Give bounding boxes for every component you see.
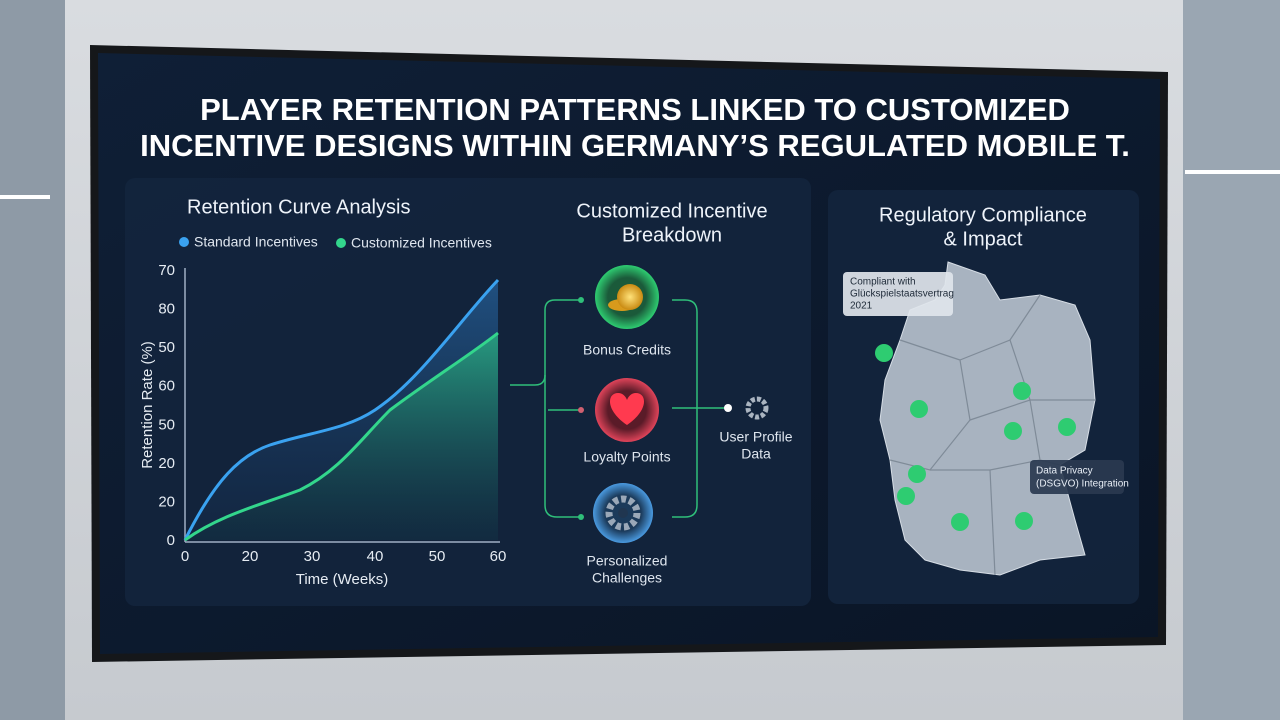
legend-label: Standard Incentives	[194, 234, 318, 250]
legend-swatch	[336, 238, 346, 248]
customized-curve	[184, 331, 499, 542]
target-label: Data	[741, 446, 771, 462]
window-right	[1183, 0, 1280, 720]
x-ticks: 0 20 30 40 50 60	[181, 548, 507, 565]
ceiling-light	[1185, 170, 1280, 174]
y-tick-label: 50	[158, 339, 175, 356]
panel-title: & Impact	[944, 228, 1023, 250]
gear	[605, 495, 641, 531]
callout-text: 2021	[850, 301, 873, 312]
item-label: Personalized	[587, 553, 668, 569]
panel-title: Regulatory Compliance	[879, 204, 1087, 226]
callout-text: Glückspielstaatsvertrag	[850, 289, 954, 300]
y-tick-label: 20	[158, 493, 175, 510]
y-tick-label: 70	[158, 262, 175, 279]
x-tick-label: 60	[490, 548, 507, 565]
panel-title: Breakdown	[622, 224, 722, 246]
node-dot	[724, 404, 732, 412]
x-tick-label: 20	[242, 548, 259, 565]
y-tick-label: 50	[158, 416, 175, 433]
y-ticks: 70 80 50 60 50 20 20 0	[158, 262, 175, 549]
y-tick-label: 0	[167, 532, 175, 549]
gear-hub	[618, 508, 628, 518]
legend-label: Customized Incentives	[351, 235, 492, 251]
panel-title: Customized Incentive	[576, 200, 767, 222]
x-tick-label: 30	[304, 548, 321, 565]
y-tick-label: 60	[158, 378, 175, 395]
coin	[617, 284, 643, 310]
x-tick-label: 40	[367, 548, 384, 565]
item-label: Bonus Credits	[583, 342, 671, 358]
y-tick-label: 20	[158, 455, 175, 472]
callout-text: (DSGVO) Integration	[1036, 479, 1129, 490]
check-marks	[875, 344, 1076, 531]
ceiling-light	[0, 195, 50, 199]
connectors	[510, 299, 726, 518]
node-dot	[578, 514, 584, 520]
item-label: Challenges	[592, 570, 662, 586]
x-tick-label: 0	[181, 548, 189, 565]
legend-swatch	[179, 237, 189, 247]
window-left	[0, 0, 65, 720]
profile-gear	[745, 396, 769, 420]
callout-text: Compliant with	[850, 277, 916, 288]
x-tick-label: 50	[429, 548, 446, 565]
customized-area	[185, 333, 498, 540]
callout-box	[843, 272, 953, 316]
y-tick-label: 80	[158, 301, 175, 318]
callout-box	[1030, 460, 1124, 494]
target-label: User Profile	[719, 429, 792, 445]
x-axis-label: Time (Weeks)	[296, 571, 389, 588]
item-label: Loyalty Points	[583, 449, 670, 465]
title-line: INCENTIVE DESIGNS WITHIN GERMANY’S REGUL…	[140, 128, 1130, 163]
panel-title: Retention Curve Analysis	[187, 196, 410, 218]
title-line: PLAYER RETENTION PATTERNS LINKED TO CUST…	[200, 92, 1070, 127]
node-dot	[578, 407, 584, 413]
standard-curve	[183, 278, 500, 541]
callout-text: Data Privacy	[1036, 466, 1093, 477]
y-axis-label: Retention Rate (%)	[139, 341, 156, 469]
node-dot	[578, 297, 584, 303]
heart	[609, 393, 645, 425]
